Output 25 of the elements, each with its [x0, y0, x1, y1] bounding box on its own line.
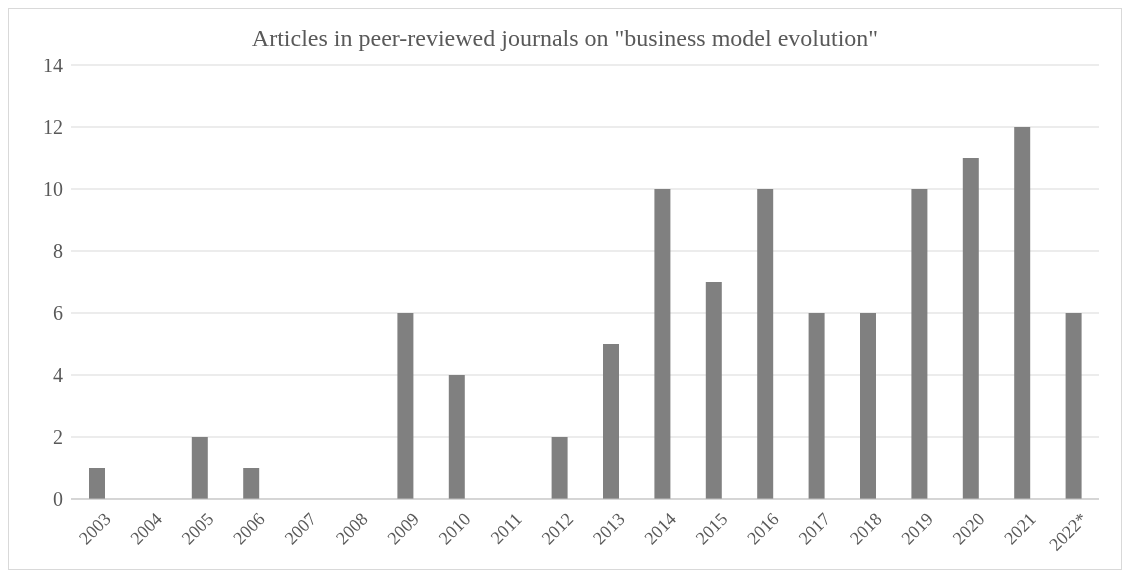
bar	[397, 313, 414, 499]
y-tick-label: 4	[53, 364, 63, 387]
bar	[243, 468, 260, 499]
bar	[448, 375, 465, 499]
bar	[962, 158, 979, 499]
bar	[1065, 313, 1082, 499]
bar	[757, 189, 774, 499]
bar	[911, 189, 928, 499]
chart-title: Articles in peer-reviewed journals on "business model evolution"	[251, 25, 879, 51]
bar	[551, 437, 568, 499]
bar	[191, 437, 208, 499]
bar	[1014, 127, 1031, 499]
bar	[89, 468, 105, 499]
bar	[654, 189, 671, 499]
bar	[808, 313, 825, 499]
y-tick-label: 6	[53, 302, 63, 325]
bar	[603, 344, 619, 499]
y-tick-label: 8	[53, 240, 63, 263]
bar	[705, 282, 722, 499]
y-tick-label: 2	[53, 426, 63, 449]
y-tick-label: 10	[43, 178, 63, 201]
y-tick-label: 12	[43, 116, 63, 139]
y-tick-label: 0	[53, 488, 63, 511]
y-tick-label: 14	[43, 54, 63, 77]
bar	[860, 313, 876, 499]
